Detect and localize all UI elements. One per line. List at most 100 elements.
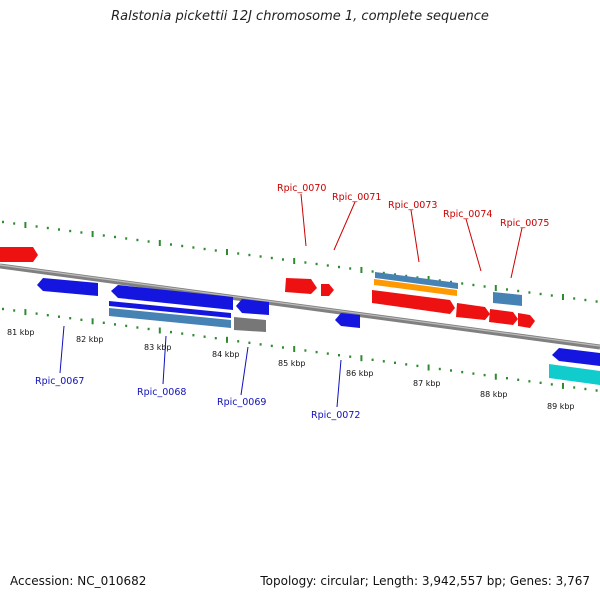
gene-label-rpic-0070[interactable]: Rpic_0070 xyxy=(277,183,326,194)
scale-tick xyxy=(382,360,385,363)
scale-tick xyxy=(282,258,284,261)
scale-tick xyxy=(58,315,60,318)
scale-tick xyxy=(349,267,352,270)
gene-label-rpic-0067[interactable]: Rpic_0067 xyxy=(35,376,84,387)
scale-tick xyxy=(192,246,195,249)
gene-arrow[interactable] xyxy=(0,247,38,262)
scale-tick xyxy=(304,261,307,264)
gene-bar[interactable] xyxy=(375,272,458,289)
scale-tick xyxy=(91,231,94,237)
scale-tick xyxy=(35,225,38,228)
accession-text: Accession: NC_010682 xyxy=(10,574,147,588)
scale-tick xyxy=(102,234,105,237)
gene-arrow[interactable] xyxy=(552,348,600,366)
scale-tick xyxy=(450,369,452,372)
scale-tick xyxy=(539,292,542,296)
gene-label-rpic-0072[interactable]: Rpic_0072 xyxy=(311,410,360,421)
scale-tick xyxy=(528,380,531,383)
scale-tick xyxy=(517,289,520,293)
scale-tick xyxy=(371,358,374,361)
gene-label-rpic-0068[interactable]: Rpic_0068 xyxy=(137,387,186,398)
scale-tick xyxy=(595,300,598,303)
gene-arrow[interactable] xyxy=(321,284,334,296)
scale-tick xyxy=(506,288,508,291)
scale-tick xyxy=(125,324,128,328)
kbp-label: 87 kbp xyxy=(413,379,441,388)
scale-tick xyxy=(539,381,542,384)
forward-genes xyxy=(0,247,535,328)
gene-label-rpic-0074[interactable]: Rpic_0074 xyxy=(443,209,492,220)
gene-label-rpic-0073[interactable]: Rpic_0073 xyxy=(388,200,437,211)
scale-tick xyxy=(304,349,307,352)
gene-arrow[interactable] xyxy=(285,278,317,294)
scale-tick xyxy=(80,318,83,321)
scale-tick xyxy=(394,361,396,364)
gene-arrow[interactable] xyxy=(456,303,490,320)
chromosome-backbone-highlight xyxy=(0,264,600,347)
scale-tick xyxy=(248,341,251,344)
connector-rpic-0072 xyxy=(336,359,342,408)
scale-tick xyxy=(237,340,240,343)
scale-tick xyxy=(326,352,329,355)
scale-tick xyxy=(259,255,262,258)
scale-tick xyxy=(427,364,430,371)
gene-arrow[interactable] xyxy=(111,285,233,310)
gene-label-rpic-0069[interactable]: Rpic_0069 xyxy=(217,397,266,408)
connector-rpic-0068 xyxy=(162,335,167,385)
scale-tick xyxy=(438,279,441,282)
scale-tick xyxy=(226,249,228,255)
gene-label-rpic-0075[interactable]: Rpic_0075 xyxy=(500,218,549,229)
connector-rpic-0071 xyxy=(333,201,356,251)
scale-tick xyxy=(170,243,172,246)
scale-tick xyxy=(147,327,150,331)
gene-label-rpic-0071[interactable]: Rpic_0071 xyxy=(332,192,381,203)
scale-tick xyxy=(80,231,83,234)
scale-tick xyxy=(494,285,497,291)
reverse-genes xyxy=(37,278,600,385)
scale-tick xyxy=(24,222,27,228)
scale-tick xyxy=(506,377,508,380)
connector-rpic-0067 xyxy=(59,325,65,374)
scale-tick xyxy=(147,240,150,243)
scale-tick xyxy=(461,282,464,285)
gene-arrow[interactable] xyxy=(489,309,518,325)
gene-bar[interactable] xyxy=(374,279,457,296)
gene-arrow[interactable] xyxy=(37,278,98,296)
scale-tick xyxy=(562,294,564,300)
scale-tick xyxy=(158,327,161,334)
scale-tick xyxy=(550,294,553,297)
kbp-label: 85 kbp xyxy=(278,359,306,368)
scale-tick xyxy=(584,387,587,391)
scale-tick xyxy=(416,276,419,279)
connector-rpic-0073 xyxy=(410,209,420,263)
scale-tick xyxy=(46,226,49,230)
connector-rpic-0075 xyxy=(510,227,523,279)
gene-bar[interactable] xyxy=(493,292,522,306)
gene-bar[interactable] xyxy=(234,317,266,332)
gene-bar[interactable] xyxy=(109,301,231,318)
gene-bar[interactable] xyxy=(109,308,231,328)
label-connectors xyxy=(59,193,523,408)
gene-arrow[interactable] xyxy=(335,313,360,328)
scale-tick xyxy=(315,350,318,354)
scale-tick xyxy=(438,367,441,371)
kbp-label: 86 kbp xyxy=(346,369,374,378)
scale-tick xyxy=(270,344,273,348)
gene-arrow[interactable] xyxy=(372,290,455,314)
scale-tick xyxy=(158,240,161,246)
scale-tick xyxy=(69,317,72,320)
kbp-scale-labels: 81 kbp 82 kbp 83 kbp 84 kbp 85 kbp 86 kb… xyxy=(7,328,575,411)
kbp-label: 84 kbp xyxy=(212,350,240,359)
gene-arrow[interactable] xyxy=(518,313,535,328)
scale-tick xyxy=(226,336,228,343)
scale-tick xyxy=(450,280,452,284)
scale-tick xyxy=(125,237,128,240)
scale-tick xyxy=(562,382,564,389)
gene-arrow[interactable] xyxy=(236,299,269,315)
scale-tick xyxy=(214,249,217,252)
scale-tick xyxy=(270,256,273,260)
map-title: Ralstonia pickettii 12J chromosome 1, co… xyxy=(111,9,489,24)
gene-bar[interactable] xyxy=(549,364,600,385)
scale-tick xyxy=(584,298,587,302)
